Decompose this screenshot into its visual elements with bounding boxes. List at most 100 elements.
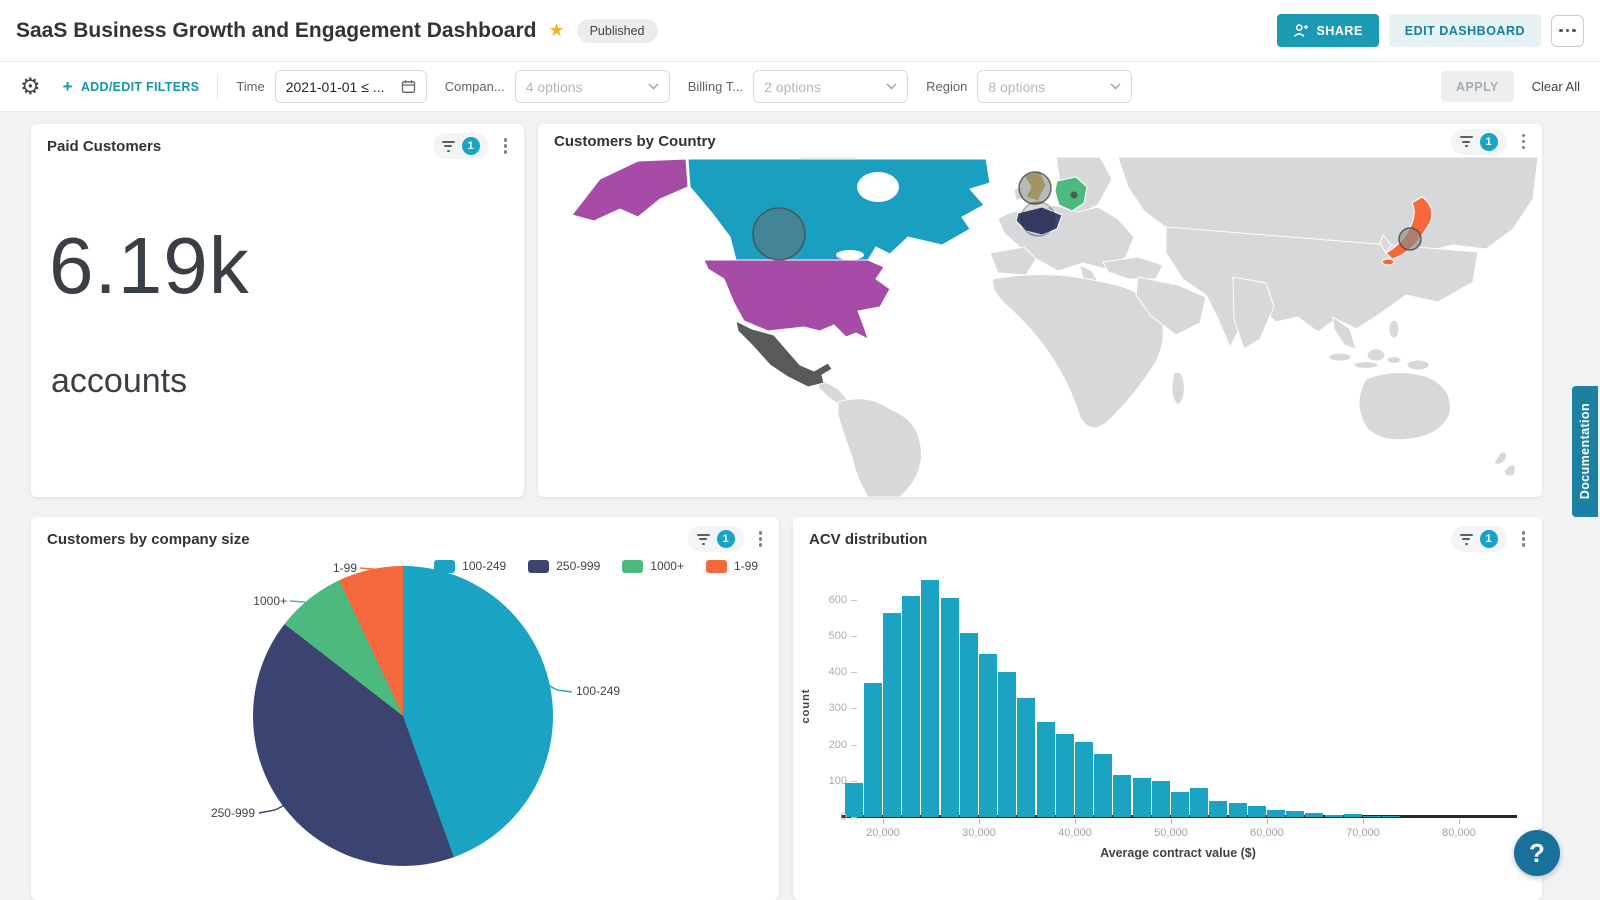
great-lakes: [836, 250, 864, 260]
histogram-bar[interactable]: [1267, 809, 1285, 817]
widget-filter-chip[interactable]: 1: [687, 526, 744, 552]
histogram-bar[interactable]: [1113, 774, 1132, 817]
histogram-bar[interactable]: [940, 598, 959, 817]
bubble-uk: [1018, 171, 1052, 205]
x-axis-label: Average contract value ($): [1100, 846, 1256, 860]
new-guinea: [1406, 359, 1430, 371]
histogram-bar[interactable]: [1151, 780, 1170, 817]
balkans-turkey: [1102, 256, 1164, 280]
filter-count-badge: 1: [716, 530, 735, 548]
world-map[interactable]: [538, 156, 1542, 497]
y-tick-mark: [851, 708, 857, 710]
widget-filter-chip[interactable]: 1: [1450, 128, 1507, 155]
histogram-bar[interactable]: [863, 683, 882, 817]
filter-count-badge: 1: [461, 137, 480, 155]
histogram-area: count Average contract value ($) 0 100 200…: [793, 517, 1542, 900]
share-button[interactable]: SHARE: [1276, 14, 1379, 47]
histogram-bar[interactable]: [1382, 815, 1401, 817]
star-icon[interactable]: ★: [548, 20, 565, 41]
y-tick-label: 400: [828, 666, 847, 679]
funnel-icon: [441, 140, 455, 152]
x-tick-mark: [883, 819, 884, 824]
bubble-usa: [752, 207, 806, 261]
histogram-bar[interactable]: [1305, 812, 1324, 817]
histogram-bar[interactable]: [1247, 806, 1266, 817]
y-tick-label: 600: [828, 593, 847, 606]
histogram-bar[interactable]: [1075, 742, 1093, 817]
kebab-menu-icon[interactable]: [1519, 528, 1529, 550]
pie-chart[interactable]: [253, 566, 553, 866]
south-america: [837, 398, 922, 497]
chevron-down-icon: [886, 83, 897, 90]
apply-button[interactable]: APPLY: [1441, 71, 1514, 102]
histogram-bar[interactable]: [1343, 813, 1362, 817]
histogram-bar[interactable]: [1190, 788, 1209, 817]
kebab-menu-icon[interactable]: [1519, 131, 1529, 153]
histogram-bar[interactable]: [1171, 791, 1189, 817]
panel-header: Customers by company size 1: [31, 517, 779, 557]
y-tick-label: 300: [828, 702, 847, 715]
region-filter-select[interactable]: 8 options: [977, 70, 1133, 103]
app-header: SaaS Business Growth and Engagement Dash…: [0, 0, 1600, 62]
plus-icon: +: [62, 76, 73, 96]
kpi-unit: accounts: [51, 362, 188, 400]
ellipsis-icon: [1559, 28, 1563, 33]
add-edit-filters-button[interactable]: + ADD/EDIT FILTERS: [63, 77, 200, 97]
person-plus-icon: [1293, 24, 1308, 37]
bubble-japan: [1398, 227, 1422, 251]
panel-customers-by-company-size: Customers by company size 1 100-249 250-9…: [31, 517, 779, 900]
documentation-tab[interactable]: Documentation: [1572, 386, 1598, 517]
more-options-button[interactable]: [1551, 14, 1584, 47]
legend-item[interactable]: 100-249: [434, 559, 506, 573]
histogram-bar[interactable]: [1036, 722, 1055, 817]
filter-label-company: Compan...: [444, 79, 505, 94]
histogram-bar[interactable]: [998, 672, 1017, 817]
help-button[interactable]: ?: [1514, 830, 1560, 876]
y-tick-mark: [851, 817, 857, 818]
histogram-bar[interactable]: [1094, 753, 1113, 817]
time-filter-input[interactable]: 2021-01-01 ≤ ...: [274, 70, 427, 103]
edit-dashboard-button[interactable]: EDIT DASHBOARD: [1388, 14, 1541, 47]
histogram-bar[interactable]: [883, 612, 901, 817]
sulawesi: [1386, 356, 1402, 364]
filter-label-billing: Billing T...: [687, 79, 744, 94]
country-canada: [687, 158, 991, 261]
x-tick-label: 80,000: [1442, 827, 1476, 839]
legend-item[interactable]: 1000+: [622, 559, 684, 573]
gear-icon[interactable]: ⚙: [20, 73, 41, 100]
dot-germany: [1070, 191, 1078, 199]
middle-east: [1135, 276, 1207, 336]
clear-all-button[interactable]: Clear All: [1531, 79, 1580, 94]
widget-filter-chip[interactable]: 1: [432, 133, 489, 159]
company-filter-select[interactable]: 4 options: [514, 70, 670, 103]
panel-acv-distribution: ACV distribution 1 count Average contrac…: [793, 517, 1542, 900]
histogram-bar[interactable]: [844, 782, 863, 817]
kebab-menu-icon[interactable]: [756, 528, 766, 550]
histogram-bar[interactable]: [1209, 800, 1228, 817]
histogram-bar[interactable]: [1228, 802, 1247, 817]
legend-item[interactable]: 250-999: [528, 559, 600, 573]
widget-filter-chip[interactable]: 1: [1450, 526, 1507, 552]
legend-item[interactable]: 1-99: [705, 559, 758, 573]
kebab-menu-icon[interactable]: [501, 135, 511, 157]
histogram-bar[interactable]: [1017, 697, 1036, 817]
histogram-bar[interactable]: [1363, 815, 1381, 817]
histogram-bar[interactable]: [902, 596, 921, 817]
histogram-bar[interactable]: [1055, 733, 1074, 817]
histogram-bar[interactable]: [1132, 777, 1151, 817]
legend-label: 1-99: [733, 559, 758, 573]
x-tick-label: 60,000: [1250, 827, 1284, 839]
billing-filter-value: 2 options: [764, 78, 821, 95]
world-map-svg: [571, 156, 1539, 497]
country-japan: [1385, 196, 1433, 260]
histogram-bar[interactable]: [1286, 810, 1305, 817]
histogram-bar[interactable]: [1324, 815, 1343, 817]
new-zealand: [1493, 451, 1507, 465]
histogram-bar[interactable]: [959, 633, 978, 817]
histogram-bar[interactable]: [921, 580, 940, 817]
histogram-bar[interactable]: [979, 654, 997, 817]
billing-filter-select[interactable]: 2 options: [753, 70, 909, 103]
panel-title: ACV distribution: [809, 530, 928, 548]
funnel-icon: [696, 533, 710, 545]
add-edit-filters-label: ADD/EDIT FILTERS: [80, 79, 200, 94]
